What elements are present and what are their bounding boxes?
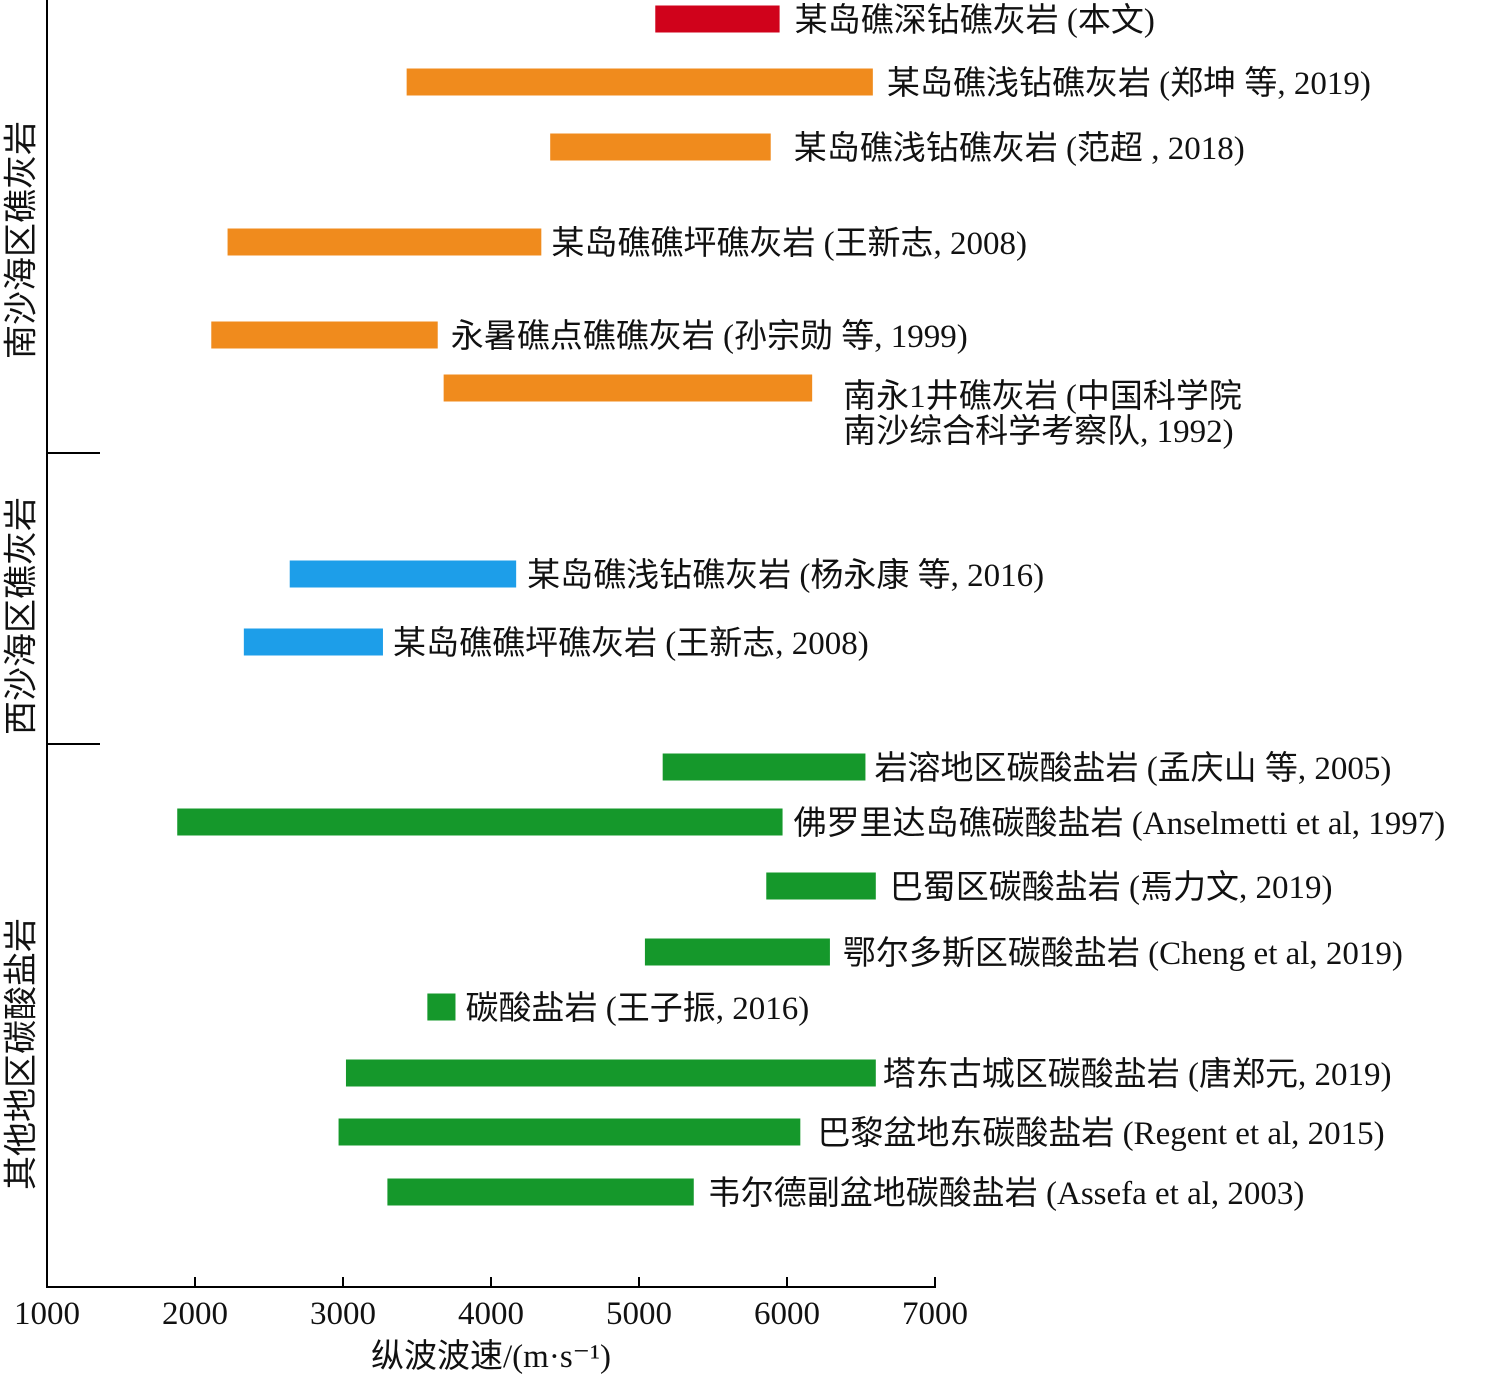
range-bar bbox=[443, 374, 813, 402]
bar-label: 巴蜀区碳酸盐岩 (焉力文, 2019) bbox=[890, 869, 1333, 906]
bar-label: 佛罗里达岛礁碳酸盐岩 (Anselmetti et al, 1997) bbox=[794, 805, 1446, 842]
x-tick-label: 1000 bbox=[14, 1296, 80, 1332]
range-bar bbox=[644, 938, 830, 966]
bar-label: 巴黎盆地东碳酸盐岩 (Regent et al, 2015) bbox=[817, 1115, 1384, 1152]
bar-label: 某岛礁深钻礁灰岩 (本文) bbox=[795, 2, 1155, 39]
range-bar bbox=[427, 993, 456, 1021]
x-tick-label: 5000 bbox=[606, 1296, 672, 1332]
group-labels: 南沙海区礁灰岩 西沙海区礁灰岩 其他地区碳酸盐岩 bbox=[3, 121, 41, 1190]
range-bar bbox=[550, 133, 771, 161]
x-tick-label: 2000 bbox=[162, 1296, 228, 1332]
bar-label: 永暑礁点礁礁灰岩 (孙宗勋 等, 1999) bbox=[451, 318, 968, 355]
range-bar bbox=[177, 808, 783, 836]
x-tick-label: 6000 bbox=[754, 1296, 820, 1332]
bar-label-line: 南沙综合科学考察队, 1992) bbox=[843, 413, 1233, 450]
range-bar bbox=[211, 321, 438, 349]
group-label-other-regions: 其他地区碳酸盐岩 bbox=[3, 918, 41, 1190]
range-bar bbox=[662, 753, 866, 781]
bar-label: 某岛礁浅钻礁灰岩 (范超 , 2018) bbox=[794, 130, 1245, 167]
bar-label-line: 南永1井礁灰岩 (中国科学院 bbox=[843, 378, 1242, 415]
bar-label: 某岛礁礁坪礁灰岩 (王新志, 2008) bbox=[393, 625, 869, 662]
bar-label: 某岛礁浅钻礁灰岩 (杨永康 等, 2016) bbox=[527, 557, 1044, 594]
bar-label: 鄂尔多斯区碳酸盐岩 (Cheng et al, 2019) bbox=[843, 935, 1403, 972]
group-label-xisha: 西沙海区礁灰岩 bbox=[3, 497, 41, 735]
bar-label: 某岛礁浅钻礁灰岩 (郑坤 等, 2019) bbox=[887, 65, 1371, 102]
x-tick-label: 7000 bbox=[902, 1296, 968, 1332]
x-tick-label: 3000 bbox=[310, 1296, 376, 1332]
range-bar bbox=[338, 1118, 801, 1146]
bar-label: 碳酸盐岩 (王子振, 2016) bbox=[465, 990, 809, 1027]
range-bar bbox=[406, 68, 873, 96]
x-axis-title: 纵波波速/(m·s⁻¹) bbox=[371, 1338, 611, 1375]
bar-label: 岩溶地区碳酸盐岩 (孟庆山 等, 2005) bbox=[874, 750, 1391, 787]
range-bar bbox=[289, 560, 517, 588]
x-axis-ticks: 1000 2000 3000 4000 5000 6000 7000 bbox=[14, 1277, 968, 1332]
range-bar bbox=[227, 228, 542, 256]
range-bar bbox=[655, 5, 780, 33]
range-bars: 某岛礁深钻礁灰岩 (本文) 某岛礁浅钻礁灰岩 (郑坤 等, 2019) 某岛礁浅钻礁… bbox=[177, 2, 1445, 1212]
group-label-nansha: 南沙海区礁灰岩 bbox=[3, 121, 41, 359]
range-bar bbox=[345, 1059, 876, 1087]
bar-label: 某岛礁礁坪礁灰岩 (王新志, 2008) bbox=[551, 225, 1027, 262]
range-bar bbox=[766, 872, 876, 900]
bar-label: 南永1井礁灰岩 (中国科学院南沙综合科学考察队, 1992) bbox=[843, 378, 1242, 450]
bar-label: 塔东古城区碳酸盐岩 (唐郑元, 2019) bbox=[883, 1056, 1392, 1093]
bar-label: 韦尔德副盆地碳酸盐岩 (Assefa et al, 2003) bbox=[708, 1175, 1305, 1212]
range-bar bbox=[243, 628, 383, 656]
range-bar bbox=[387, 1178, 694, 1206]
x-tick-label: 4000 bbox=[458, 1296, 524, 1332]
